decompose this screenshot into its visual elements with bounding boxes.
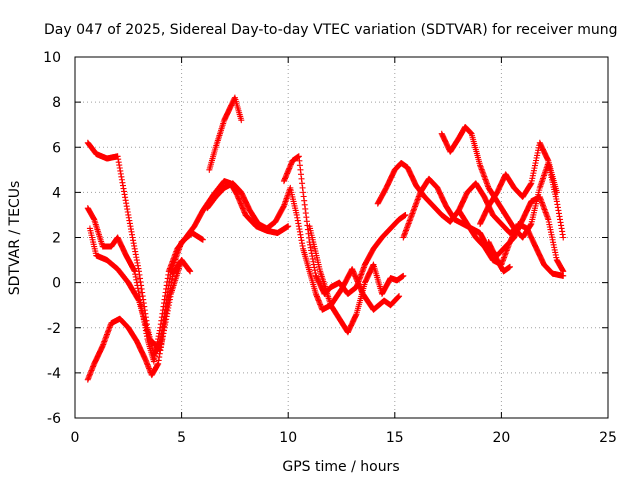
- x-tick-label: 15: [386, 430, 404, 446]
- data-point: [560, 234, 567, 241]
- grid-lines: [75, 57, 608, 418]
- series-track-2: [84, 257, 194, 383]
- y-tick-label: -4: [47, 366, 61, 382]
- y-axis-label: SDTVAR / TECUs: [7, 181, 23, 296]
- y-tick-label: 6: [52, 140, 61, 156]
- plot-frame: [74, 56, 609, 419]
- series-track-4: [86, 225, 185, 354]
- series-track-5: [206, 94, 245, 173]
- x-axis-label: GPS time / hours: [282, 459, 399, 475]
- axis-ticks: 0 5 10 15 20 25 -6 -4 -2 0 2 4 6 8 10: [43, 50, 617, 446]
- data-point: [187, 268, 194, 275]
- series-track-14: [485, 239, 513, 275]
- x-tick-label: 20: [492, 430, 510, 446]
- y-tick-label: 8: [52, 95, 61, 111]
- data-point: [400, 272, 407, 279]
- y-tick-label: -6: [47, 411, 61, 427]
- series-track-6: [204, 180, 407, 336]
- data-point: [285, 223, 292, 230]
- x-tick-label: 25: [599, 430, 617, 446]
- x-tick-label: 10: [279, 430, 297, 446]
- data-point: [560, 272, 567, 279]
- series-track-11: [438, 123, 567, 241]
- data-point: [402, 211, 409, 218]
- chart-title: Day 047 of 2025, Sidereal Day-to-day VTE…: [44, 22, 618, 38]
- data-point: [396, 293, 403, 300]
- x-tick-label: 0: [71, 430, 80, 446]
- data-point: [238, 117, 245, 124]
- y-tick-label: 10: [43, 50, 61, 66]
- x-tick-label: 5: [177, 430, 186, 446]
- data-point: [506, 263, 513, 270]
- y-tick-label: 2: [52, 231, 61, 247]
- data-point: [553, 189, 560, 196]
- data-series: [84, 94, 567, 383]
- data-point: [178, 257, 185, 264]
- series-track-7: [280, 153, 409, 297]
- y-tick-label: -2: [47, 321, 61, 337]
- y-tick-label: 0: [52, 276, 61, 292]
- y-tick-label: 4: [52, 185, 61, 201]
- series-track-13: [477, 139, 560, 227]
- series-track-8: [306, 223, 403, 313]
- data-point: [199, 236, 206, 243]
